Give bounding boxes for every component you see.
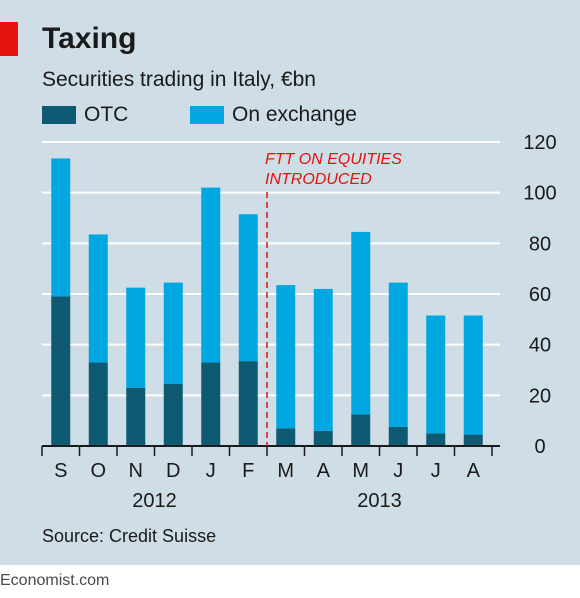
y-tick-label: 40 [529, 335, 551, 357]
source-note: Source: Credit Suisse [42, 526, 217, 546]
bar-segment-on-exchange [201, 187, 221, 363]
legend-swatch-otc [42, 106, 76, 124]
legend-label-on-exchange: On exchange [232, 103, 357, 126]
brand-red-tab [0, 22, 18, 56]
bar-segment-otc [201, 362, 221, 446]
x-tick-label: N [129, 460, 143, 482]
y-tick-label: 60 [529, 284, 551, 306]
chart-title: Taxing [42, 22, 137, 55]
bar-segment-otc [126, 387, 146, 446]
bar-segment-on-exchange [88, 234, 108, 363]
year-label: 2013 [357, 490, 402, 512]
x-tick-label: O [90, 460, 106, 482]
bar-segment-otc [463, 434, 483, 446]
x-tick-label: D [166, 460, 180, 482]
bar-segment-on-exchange [126, 287, 146, 388]
legend-label-otc: OTC [84, 103, 129, 126]
legend-item-on-exchange: On exchange [190, 102, 357, 128]
bar-segment-on-exchange [351, 231, 371, 415]
y-tick-label: 20 [529, 385, 551, 407]
legend-swatch-on-exchange [190, 106, 224, 124]
x-tick-label: A [317, 460, 331, 482]
x-tick-label: M [352, 460, 369, 482]
ftt-annotation-text: INTRODUCED [265, 171, 372, 188]
bar-segment-on-exchange [238, 214, 258, 362]
bar-segment-otc [351, 414, 371, 446]
x-tick-label: J [431, 460, 441, 482]
bar-segment-on-exchange [51, 158, 71, 297]
y-tick-label: 120 [523, 132, 556, 154]
ftt-annotation-text: FTT ON EQUITIES [265, 151, 402, 168]
bar-segment-otc [388, 427, 408, 446]
x-tick-label: F [242, 460, 254, 482]
chart-subtitle: Securities trading in Italy, €bn [42, 68, 316, 91]
bar-segment-on-exchange [388, 282, 408, 427]
bar-segment-otc [51, 296, 71, 446]
bar-segment-otc [238, 361, 258, 446]
bar-segment-on-exchange [163, 282, 183, 384]
bar-segment-otc [276, 428, 296, 446]
bar-segment-on-exchange [426, 315, 446, 434]
bar-segment-otc [88, 362, 108, 446]
bar-segment-otc [313, 430, 333, 446]
y-tick-label: 100 [523, 183, 556, 205]
y-tick-label: 80 [529, 233, 551, 255]
x-tick-label: J [206, 460, 216, 482]
bar-segment-on-exchange [276, 285, 296, 429]
brand-footer: Economist.com [0, 572, 110, 589]
y-tick-label: 0 [534, 436, 545, 458]
bar-segment-otc [163, 383, 183, 446]
x-tick-label: A [467, 460, 481, 482]
year-label: 2012 [132, 490, 177, 512]
bar-segment-on-exchange [313, 288, 333, 431]
legend-item-otc: OTC [42, 102, 128, 128]
bar-segment-on-exchange [463, 315, 483, 435]
bar-segment-otc [426, 433, 446, 446]
x-tick-label: M [277, 460, 294, 482]
x-tick-label: S [54, 460, 67, 482]
x-tick-label: J [393, 460, 403, 482]
